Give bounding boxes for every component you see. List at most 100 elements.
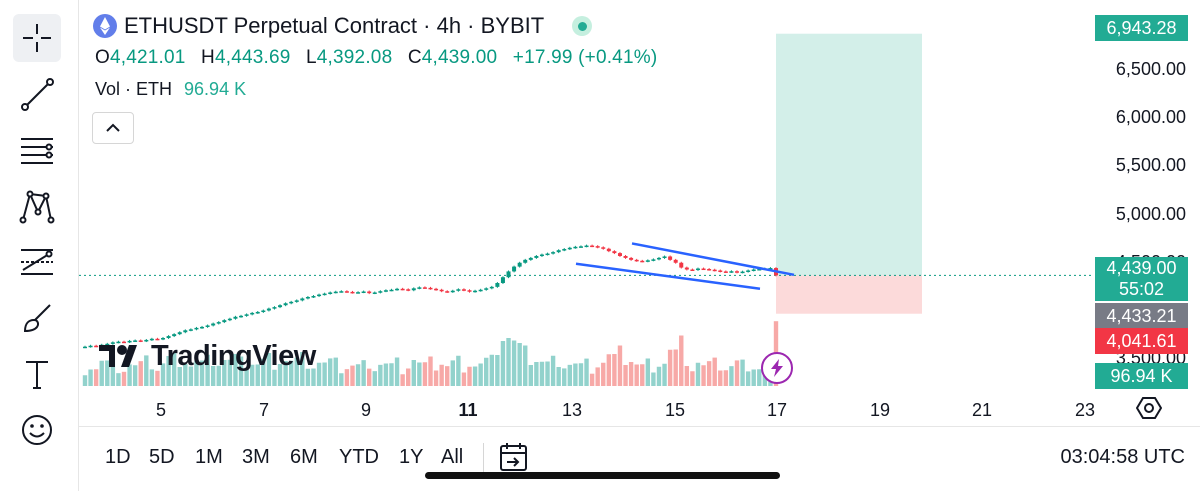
volume-bar	[606, 354, 612, 386]
candle-body	[517, 262, 522, 267]
volume-bar	[149, 369, 155, 386]
range-1y-button[interactable]: 1Y	[399, 446, 424, 468]
volume-bar	[701, 365, 706, 386]
candle-body	[127, 340, 132, 343]
volume-bar	[355, 364, 361, 386]
candle-body	[545, 253, 550, 256]
volume-bar	[361, 360, 366, 386]
emoji-tool[interactable]	[13, 406, 61, 454]
volume-bar	[406, 368, 411, 386]
volume-bar	[528, 365, 534, 386]
volume-bar	[367, 368, 372, 386]
brush-tool[interactable]	[13, 294, 61, 342]
range-5d-button[interactable]: 5D	[149, 446, 175, 468]
candle-body	[740, 271, 745, 274]
candle-body	[244, 314, 249, 316]
candle-body	[333, 291, 338, 294]
go-to-date-icon[interactable]	[499, 441, 529, 473]
volume-bar	[595, 367, 600, 386]
candle-body	[88, 345, 93, 348]
candle-body	[278, 305, 283, 308]
candle-body	[651, 259, 656, 261]
candle-body	[378, 291, 383, 293]
volume-bar	[249, 364, 255, 386]
price-change: +17.99 (+0.41%)	[512, 47, 658, 68]
candle-body	[411, 288, 416, 291]
range-ytd-button[interactable]: YTD	[339, 446, 379, 468]
market-status-icon[interactable]	[572, 16, 593, 36]
volume-bar	[690, 371, 695, 386]
volume-bar	[740, 359, 745, 386]
chart-area[interactable]	[79, 0, 1200, 420]
forecast-tool[interactable]	[13, 238, 61, 286]
volume-bar	[712, 357, 717, 386]
volume-bar	[350, 365, 355, 386]
candle-body	[161, 338, 166, 340]
price-chart[interactable]	[79, 0, 1200, 420]
candle-body	[573, 246, 578, 249]
candle-body	[673, 259, 678, 263]
candle-body	[584, 245, 589, 248]
target-price-tag: 6,943.28	[1095, 15, 1188, 41]
tradingview-mark-icon	[99, 345, 137, 367]
horizontal-lines-icon	[21, 138, 53, 164]
target-zone	[776, 33, 922, 276]
pattern-tool[interactable]	[13, 182, 61, 230]
candle-body	[356, 292, 361, 294]
volume-bar	[216, 365, 221, 386]
volume-bar	[656, 366, 662, 386]
time-axis-label: 23	[1074, 400, 1096, 420]
collapse-legend-button[interactable]	[92, 112, 134, 144]
time-axis-label: 11	[458, 400, 478, 420]
candle-body	[695, 268, 700, 271]
volume-bar	[428, 356, 433, 386]
candle-body	[344, 291, 349, 293]
volume-bar	[723, 370, 729, 386]
volume-bar	[511, 340, 517, 386]
candle-body	[110, 342, 115, 344]
bolt-button[interactable]	[761, 352, 793, 384]
candle-body	[528, 257, 533, 260]
candle-body	[339, 291, 344, 293]
trend-line-tool[interactable]	[13, 70, 61, 118]
volume-bar	[517, 343, 522, 386]
volume-bar	[272, 369, 277, 386]
crosshair-tool[interactable]	[13, 14, 61, 62]
price-axis-label: 6,500.00	[1115, 59, 1186, 79]
symbol-title[interactable]: ETHUSDT Perpetual Contract · 4h · BYBIT	[124, 13, 545, 38]
candle-body	[328, 292, 333, 294]
text-tool[interactable]	[13, 350, 61, 398]
volume-bar	[645, 358, 651, 386]
candle-body	[233, 316, 238, 319]
volume-bar	[433, 370, 439, 386]
candle-body	[500, 277, 505, 284]
candle-body	[105, 343, 110, 346]
volume-bar	[634, 364, 639, 386]
range-all-button[interactable]: All	[441, 446, 464, 468]
time-axis-label: 9	[360, 400, 372, 420]
range-1m-button[interactable]: 1M	[195, 446, 223, 468]
horizontal-lines-tool[interactable]	[13, 126, 61, 174]
candle-body	[434, 288, 439, 291]
range-6m-button[interactable]: 6M	[290, 446, 318, 468]
candle-body	[534, 255, 539, 258]
channel-upper-line	[631, 242, 795, 277]
volume-bar	[751, 369, 756, 386]
candle-body	[261, 310, 266, 313]
volume-bar	[500, 341, 506, 386]
range-3m-button[interactable]: 3M	[242, 446, 270, 468]
candle-body	[250, 312, 255, 315]
volume-bar	[199, 360, 205, 386]
candle-body	[317, 294, 322, 297]
volume-bar	[562, 368, 567, 386]
lightning-icon	[771, 359, 783, 377]
clock-display[interactable]: 03:04:58 UTC	[1060, 446, 1185, 468]
volume-bar	[545, 361, 550, 386]
volume-bar	[439, 364, 444, 386]
volume-bar	[651, 372, 656, 386]
candle-body	[473, 290, 478, 293]
gear-icon[interactable]	[1136, 395, 1162, 421]
candle-body	[450, 290, 455, 293]
volume-bar	[445, 366, 450, 386]
range-1d-button[interactable]: 1D	[105, 446, 131, 468]
